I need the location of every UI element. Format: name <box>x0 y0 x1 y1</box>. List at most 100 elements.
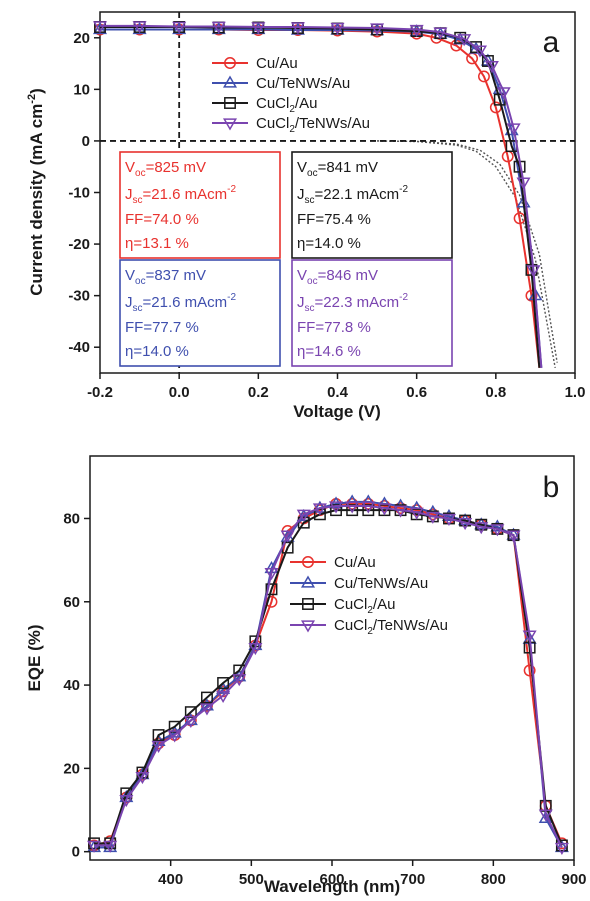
panel-a-data-point <box>290 22 305 35</box>
panel-b-data-point <box>554 840 569 853</box>
panel-b-plot-frame <box>89 455 575 861</box>
panel-a-legend-marker <box>224 57 236 69</box>
panel-a-y-axis: 20 10 0 -10 -20 -30 -40 <box>68 30 100 356</box>
panel-b-data-point <box>554 842 569 855</box>
panel-a-jsc-sup: -2 <box>399 292 408 303</box>
panel-b-data-point <box>329 501 344 514</box>
panel-b-data-point <box>265 583 278 596</box>
panel-b-y-tick-label: 0 <box>72 844 80 861</box>
panel-b-legend-label: CuCl2/TeNWs/Au <box>334 617 448 637</box>
panel-a-ff-text: FF=77.8 % <box>297 319 371 336</box>
panel-a-ff-text: FF=77.7 % <box>125 319 199 336</box>
panel-a-data-point <box>433 27 448 40</box>
panel-a-data-point <box>496 87 511 100</box>
panel-b-legend-item: Cu/TeNWs/Au <box>290 575 428 592</box>
panel-a-data-point <box>92 21 108 34</box>
panel-a-legend-item: CuCl2/Au <box>212 95 317 115</box>
panel-a-jsc-value: =22.1 mAcm <box>315 186 400 203</box>
panel-b-legend-label-sub: 2 <box>367 626 373 637</box>
panel-a-voc-text: Voc=846 mV <box>297 267 378 287</box>
panel-a-data-point <box>454 31 467 44</box>
panel-b-series <box>87 494 569 853</box>
panel-a-legend-item: Cu/Au <box>212 55 298 72</box>
panel-a-y-tick-label: -10 <box>68 185 90 202</box>
panel-b-legend-label-tail: /TeNWs/Au <box>373 617 448 634</box>
panel-a-jsc-symbol: J <box>297 294 305 311</box>
panel-a-jv-chart: -0.2 0.0 0.2 0.4 0.6 0.8 1.0 20 10 0 -10 -20 -30 -40… <box>26 11 586 421</box>
panel-b-data-point <box>506 530 521 543</box>
panel-a-data-point <box>484 60 499 74</box>
panel-a-x-tick-label: 0.0 <box>169 384 190 401</box>
panel-b-data-point <box>119 794 134 808</box>
panel-b-legend-label: CuCl2/Au <box>334 596 395 616</box>
panel-a-legend-label-tail: /Au <box>295 95 318 112</box>
panel-b-data-point <box>296 509 311 522</box>
panel-a-legend-label: CuCl2/Au <box>256 95 317 115</box>
panel-a-jsc-sup: -2 <box>399 184 408 195</box>
panel-a-jsc-text: Jsc=21.6 mAcm-2 <box>125 184 236 206</box>
panel-b-data-point <box>441 513 456 526</box>
panel-b-series-line <box>93 502 563 847</box>
panel-b-x-tick-label: 400 <box>158 871 183 888</box>
panel-b-data-point <box>232 674 247 687</box>
panel-b-data-point <box>330 504 342 517</box>
panel-a-jsc-symbol: J <box>297 186 305 203</box>
panel-b-data-point <box>135 772 150 785</box>
panel-a-y-tick-label: 0 <box>82 133 90 150</box>
panel-a-x-tick-label: 1.0 <box>565 384 586 401</box>
panel-b-series <box>88 497 568 852</box>
panel-a-data-point <box>132 21 147 34</box>
panel-a-series-group <box>92 21 543 368</box>
panel-a-eta-text: η=14.0 % <box>125 343 189 360</box>
panel-a-x-tick-label: 0.2 <box>248 384 269 401</box>
panel-b-data-point <box>490 519 505 532</box>
panel-b-data-point <box>199 703 214 716</box>
panel-a-jsc-sub: sc <box>305 303 315 314</box>
panel-b-x-axis: 400 500 600 700 800 900 <box>158 860 587 888</box>
panel-a-y-axis-label-main: Current density (mA cm <box>27 104 46 296</box>
panel-a-data-point <box>330 22 345 35</box>
panel-b-data-point <box>441 508 456 522</box>
panel-b-data-point <box>151 740 166 753</box>
panel-a-parameter-box: Voc=841 mV Jsc=22.1 mAcm-2 FF=75.4 % η=14.0… <box>291 151 453 259</box>
panel-a-legend-marker <box>224 97 236 109</box>
panel-a-data-point <box>172 21 187 34</box>
panel-a-y-axis-label-sup: -2 <box>26 94 38 104</box>
panel-a-legend-label: Cu/TeNWs/Au <box>256 75 350 92</box>
panel-a-label: a <box>543 26 560 59</box>
panel-a-jsc-text: Jsc=21.6 mAcm-2 <box>125 292 236 314</box>
panel-b-data-point <box>329 496 344 509</box>
panel-a-y-tick-label: -40 <box>68 339 90 356</box>
panel-a-voc-symbol: V <box>297 267 307 284</box>
panel-b-legend-label-sub: 2 <box>367 605 373 616</box>
panel-a-legend-item: CuCl2/TeNWs/Au <box>212 115 370 135</box>
panel-b-y-tick-label: 60 <box>63 594 80 611</box>
panel-b-legend-label: Cu/Au <box>334 554 376 571</box>
panel-a-legend-marker <box>222 75 238 88</box>
panel-b-series-group <box>87 494 569 855</box>
panel-a-dark-curve <box>377 140 558 363</box>
panel-a-jsc-text: Jsc=22.1 mAcm-2 <box>297 184 408 206</box>
panel-a-x-tick-label: 0.8 <box>485 384 506 401</box>
panel-a-data-point <box>469 41 484 54</box>
panel-a-jsc-value: =21.6 mAcm <box>143 294 228 311</box>
panel-a-series <box>92 21 543 368</box>
panel-a-y-tick-label: 20 <box>73 30 90 47</box>
panel-b-data-point <box>183 715 198 728</box>
panel-b-data-point <box>135 767 150 780</box>
panel-b-data-point <box>168 720 181 733</box>
panel-a-data-point <box>409 24 424 38</box>
panel-a-parameter-box-border <box>291 259 453 367</box>
panel-b-legend-label-tail: /Au <box>373 596 396 613</box>
panel-b-data-point <box>265 595 278 608</box>
panel-b-series <box>88 504 568 852</box>
panel-a-ff-text: FF=74.0 % <box>125 211 199 228</box>
panel-b-y-tick-label: 20 <box>63 760 80 777</box>
panel-b-data-point <box>393 505 408 518</box>
panel-a-voc-text: Voc=837 mV <box>125 267 206 287</box>
panel-b-eqe-chart: 400 500 600 700 800 900 0 20 40 60 80 Wavelength … <box>25 455 587 896</box>
panel-a-voc-symbol: V <box>125 267 135 284</box>
panel-a-x-axis-label: Voltage (V) <box>293 402 381 421</box>
